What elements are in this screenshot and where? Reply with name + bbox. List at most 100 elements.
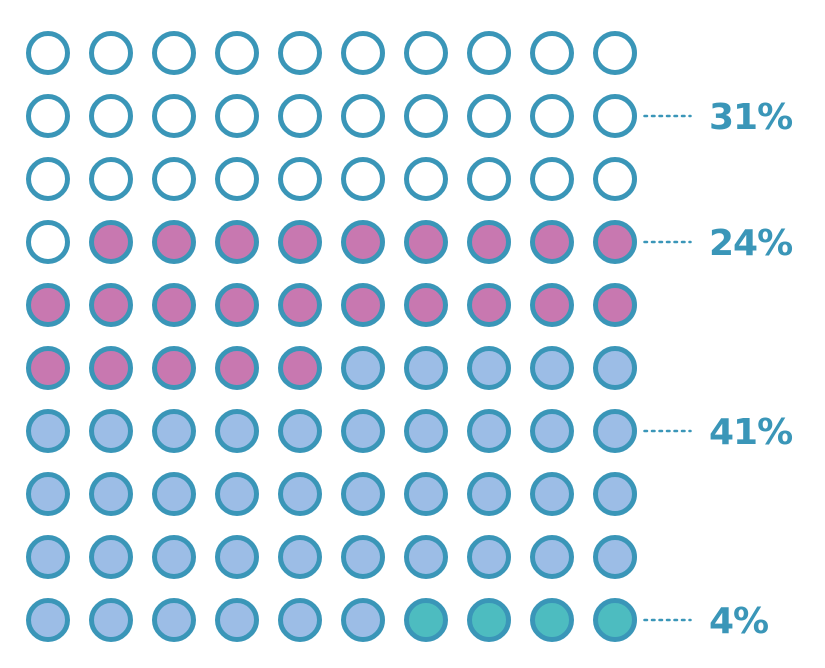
waffle-dot bbox=[155, 349, 194, 388]
leader-lines bbox=[645, 116, 691, 620]
waffle-dot bbox=[533, 97, 572, 136]
waffle-dot bbox=[281, 286, 320, 325]
waffle-dot bbox=[29, 97, 68, 136]
waffle-dot bbox=[344, 601, 383, 640]
waffle-dot bbox=[344, 34, 383, 73]
waffle-dot bbox=[407, 601, 446, 640]
waffle-dot bbox=[155, 160, 194, 199]
waffle-dot bbox=[155, 601, 194, 640]
waffle-dot bbox=[29, 475, 68, 514]
waffle-dot bbox=[218, 286, 257, 325]
waffle-dot bbox=[407, 34, 446, 73]
waffle-dot bbox=[92, 412, 131, 451]
waffle-dot bbox=[281, 223, 320, 262]
waffle-dot bbox=[344, 349, 383, 388]
waffle-dot bbox=[596, 349, 635, 388]
waffle-dot bbox=[470, 538, 509, 577]
waffle-dot bbox=[155, 34, 194, 73]
waffle-dot bbox=[470, 475, 509, 514]
waffle-dot bbox=[218, 475, 257, 514]
waffle-dot bbox=[92, 538, 131, 577]
waffle-dot bbox=[596, 601, 635, 640]
waffle-dot bbox=[470, 223, 509, 262]
waffle-dot bbox=[533, 538, 572, 577]
waffle-dot bbox=[281, 349, 320, 388]
waffle-dot bbox=[533, 34, 572, 73]
waffle-dot bbox=[407, 223, 446, 262]
waffle-dot bbox=[281, 97, 320, 136]
label-category-4: 4% bbox=[709, 601, 768, 642]
waffle-dot bbox=[92, 97, 131, 136]
waffle-dot bbox=[281, 412, 320, 451]
waffle-dot bbox=[533, 601, 572, 640]
category-labels: 31% 24% 41% 4% bbox=[709, 97, 792, 642]
waffle-dot bbox=[29, 349, 68, 388]
waffle-dot bbox=[155, 223, 194, 262]
waffle-dot bbox=[344, 538, 383, 577]
waffle-dot bbox=[281, 34, 320, 73]
waffle-dot bbox=[407, 97, 446, 136]
waffle-dot bbox=[470, 160, 509, 199]
waffle-dot bbox=[596, 412, 635, 451]
waffle-dot bbox=[92, 223, 131, 262]
waffle-dot bbox=[344, 286, 383, 325]
waffle-dot bbox=[218, 223, 257, 262]
waffle-dot bbox=[29, 601, 68, 640]
waffle-dot bbox=[92, 349, 131, 388]
waffle-dot bbox=[344, 160, 383, 199]
waffle-dot bbox=[218, 538, 257, 577]
waffle-dot bbox=[533, 349, 572, 388]
waffle-dot bbox=[344, 475, 383, 514]
waffle-dot bbox=[596, 475, 635, 514]
waffle-dot bbox=[29, 286, 68, 325]
waffle-dot bbox=[407, 475, 446, 514]
waffle-dot bbox=[92, 601, 131, 640]
waffle-dot bbox=[596, 160, 635, 199]
waffle-dot bbox=[407, 286, 446, 325]
waffle-dot bbox=[470, 349, 509, 388]
waffle-dot bbox=[218, 601, 257, 640]
waffle-dot bbox=[470, 601, 509, 640]
label-category-1: 31% bbox=[709, 97, 792, 138]
waffle-dot bbox=[155, 475, 194, 514]
waffle-dot bbox=[218, 34, 257, 73]
waffle-dot bbox=[29, 34, 68, 73]
waffle-dot bbox=[92, 286, 131, 325]
waffle-dots bbox=[29, 34, 635, 640]
waffle-dot bbox=[281, 475, 320, 514]
waffle-dot bbox=[470, 286, 509, 325]
waffle-dot bbox=[344, 223, 383, 262]
waffle-dot bbox=[29, 223, 68, 262]
waffle-dot bbox=[407, 160, 446, 199]
waffle-dot bbox=[218, 349, 257, 388]
waffle-dot bbox=[533, 412, 572, 451]
waffle-dot bbox=[281, 601, 320, 640]
waffle-dot bbox=[29, 160, 68, 199]
waffle-dot bbox=[596, 97, 635, 136]
waffle-dot bbox=[29, 412, 68, 451]
waffle-dot bbox=[281, 160, 320, 199]
waffle-dot bbox=[533, 223, 572, 262]
waffle-dot bbox=[344, 412, 383, 451]
waffle-dot bbox=[596, 223, 635, 262]
waffle-dot bbox=[596, 34, 635, 73]
label-category-2: 24% bbox=[709, 223, 792, 264]
waffle-dot bbox=[155, 286, 194, 325]
waffle-dot bbox=[407, 412, 446, 451]
waffle-dot bbox=[533, 160, 572, 199]
waffle-dot bbox=[407, 538, 446, 577]
waffle-dot bbox=[29, 538, 68, 577]
waffle-dot bbox=[344, 97, 383, 136]
waffle-dot bbox=[155, 97, 194, 136]
waffle-dot bbox=[533, 286, 572, 325]
waffle-dot bbox=[92, 34, 131, 73]
waffle-dot bbox=[92, 160, 131, 199]
waffle-dot bbox=[218, 412, 257, 451]
waffle-dot bbox=[92, 475, 131, 514]
waffle-dot bbox=[596, 286, 635, 325]
waffle-dot bbox=[155, 538, 194, 577]
waffle-dot bbox=[155, 412, 194, 451]
waffle-dot bbox=[470, 412, 509, 451]
waffle-dot bbox=[533, 475, 572, 514]
